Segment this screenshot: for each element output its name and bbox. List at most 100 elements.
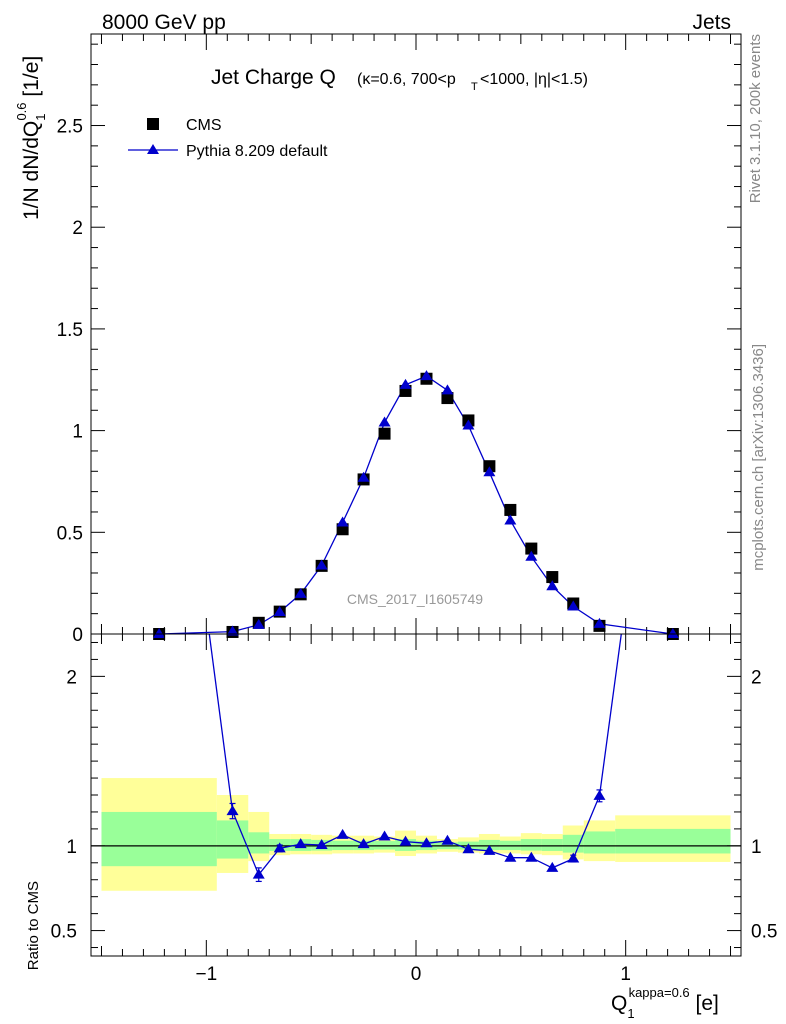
pythia-point: [567, 600, 580, 611]
ratio-panel: 0.5 0.5 1 1 2 2 −1 0 1 Ratio to CMS Q1 kappa=0.6 …: [25, 633, 777, 1021]
pythia-point: [153, 628, 166, 638]
xlabel-sub: 1: [627, 1006, 634, 1021]
ratio-band-inner: [216, 820, 249, 859]
pythia-ratio-point: [336, 828, 349, 839]
x-axis-label: Q1 kappa=0.6 [e]: [611, 985, 719, 1021]
legend-cms-label: CMS: [186, 117, 222, 134]
ratio-band-inner: [541, 839, 563, 851]
ratio-series-group: [208, 633, 622, 883]
main-panel: 0 0.5 1 1.5 2 2.5 CMS_2017_I1605749 Jet Charg…: [14, 33, 742, 646]
xtick-label: −1: [195, 964, 217, 985]
pythia-ratio-point: [483, 844, 496, 855]
title-sub-pt-subscript: T: [471, 81, 478, 93]
cms-point: [525, 542, 538, 555]
mcplots-label: mcplots.cern.ch [arXiv:1306.3436]: [750, 344, 767, 571]
pythia-ratio-point: [593, 789, 606, 800]
pythia-point: [273, 606, 286, 617]
main-ytick-label: 2.5: [57, 117, 83, 138]
pythia-point: [357, 471, 370, 482]
title-sub-part2: <1000, |η|<1.5): [480, 71, 588, 88]
ratio-bands-group: [91, 778, 741, 891]
title-main: Jet Charge Q: [211, 66, 336, 89]
cms-point: [441, 392, 454, 405]
main-series-group: [153, 370, 679, 640]
cms-point: [546, 571, 559, 584]
ylabel-unit: [1/e]: [20, 56, 43, 103]
ylabel-sub: 1: [33, 114, 48, 121]
pythia-ratio-point: [504, 851, 517, 862]
pythia-point: [593, 617, 606, 628]
pythia-ratio-point: [420, 837, 433, 848]
pythia-ratio-point: [294, 838, 307, 849]
pythia-point: [294, 587, 307, 598]
pythia-ratio-point: [567, 852, 580, 863]
ratio-band-inner: [101, 811, 217, 867]
main-ytick-label: 0: [72, 625, 83, 646]
pythia-ratio-line: [208, 633, 622, 876]
ratio-frame: [90, 633, 742, 957]
process-label: Jets: [692, 11, 731, 34]
pythia-point: [483, 466, 496, 477]
ratio-band-inner: [583, 831, 616, 854]
pythia-ratio-point: [273, 842, 286, 853]
pythia-ratio-point: [441, 834, 454, 845]
main-ytick-label: 1.5: [57, 320, 83, 341]
pythia-point: [525, 550, 538, 561]
ratio-ytick-label-left: 0.5: [51, 922, 77, 943]
pythia-point: [399, 378, 412, 389]
main-y-label-text: 1/N dN/dQ1 0.6 [1/e]: [14, 56, 48, 220]
pythia-ratio-point: [525, 851, 538, 862]
main-axis-ticks: 0 0.5 1 1.5 2 2.5: [57, 34, 741, 646]
xtick-label: 0: [411, 964, 422, 985]
xlabel-unit: [e]: [690, 992, 719, 1015]
ratio-band-inner: [615, 828, 731, 854]
cms-point: [378, 427, 391, 440]
pythia-point: [504, 514, 517, 525]
pythia-point: [336, 516, 349, 527]
energy-label: 8000 GeV pp: [102, 11, 226, 34]
ratio-ytick-label-right: 1: [751, 837, 762, 858]
pythia-point: [441, 384, 454, 395]
cms-point: [483, 460, 496, 473]
main-ytick-label: 0.5: [57, 523, 83, 544]
main-title: Jet Charge Q (κ=0.6, 700<p T <1000, |η|<…: [211, 66, 588, 93]
pythia-ratio-point: [399, 835, 412, 846]
pythia-point: [226, 625, 239, 636]
ylabel-main: 1/N dN/dQ: [20, 121, 43, 220]
pythia-ratio-point: [462, 843, 475, 854]
ratio-y-label: Ratio to CMS: [25, 881, 42, 970]
pythia-ratio-point: [546, 861, 559, 872]
pythia-point: [546, 580, 559, 591]
ratio-axis-ticks: 0.5 0.5 1 1 2 2 −1 0 1: [51, 634, 777, 985]
pythia-point: [666, 628, 679, 638]
analysis-label: CMS_2017_I1605749: [347, 591, 483, 607]
main-ytick-label: 2: [72, 218, 83, 239]
x-label-text: Q1 kappa=0.6 [e]: [611, 985, 719, 1021]
ratio-ytick-label-right: 2: [751, 667, 762, 688]
pythia-ratio-point: [378, 830, 391, 841]
ylabel-sup: 0.6: [14, 102, 29, 120]
legend-pythia-label: Pythia 8.209 default: [186, 143, 328, 160]
ratio-ytick-label-left: 2: [66, 667, 77, 688]
xlabel-main: Q: [611, 992, 627, 1015]
ratio-band-inner: [248, 832, 270, 854]
xtick-label: 1: [620, 964, 631, 985]
pythia-ratio-point: [357, 838, 370, 849]
rivet-label: Rivet 3.1.10, 200k events: [747, 34, 764, 203]
main-ytick-label: 1: [72, 422, 83, 443]
ratio-ytick-label-right: 0.5: [751, 922, 777, 943]
pythia-ratio-point: [315, 838, 328, 849]
pythia-point: [378, 416, 391, 427]
xlabel-sup: kappa=0.6: [629, 985, 690, 1000]
ratio-band-inner: [520, 839, 542, 851]
legend-cms-marker: [147, 118, 159, 130]
pythia-point: [420, 370, 433, 381]
main-y-axis-label: 1/N dN/dQ1 0.6 [1/e]: [14, 56, 48, 220]
ratio-band-inner: [562, 834, 584, 853]
pythia-ratio-point: [226, 805, 239, 816]
pythia-ratio-point: [252, 868, 265, 879]
legend: CMS Pythia 8.209 default: [128, 117, 328, 160]
legend-pythia-marker: [147, 144, 159, 154]
title-sub-part1: (κ=0.6, 700<p: [357, 71, 456, 88]
cms-point: [504, 503, 517, 516]
